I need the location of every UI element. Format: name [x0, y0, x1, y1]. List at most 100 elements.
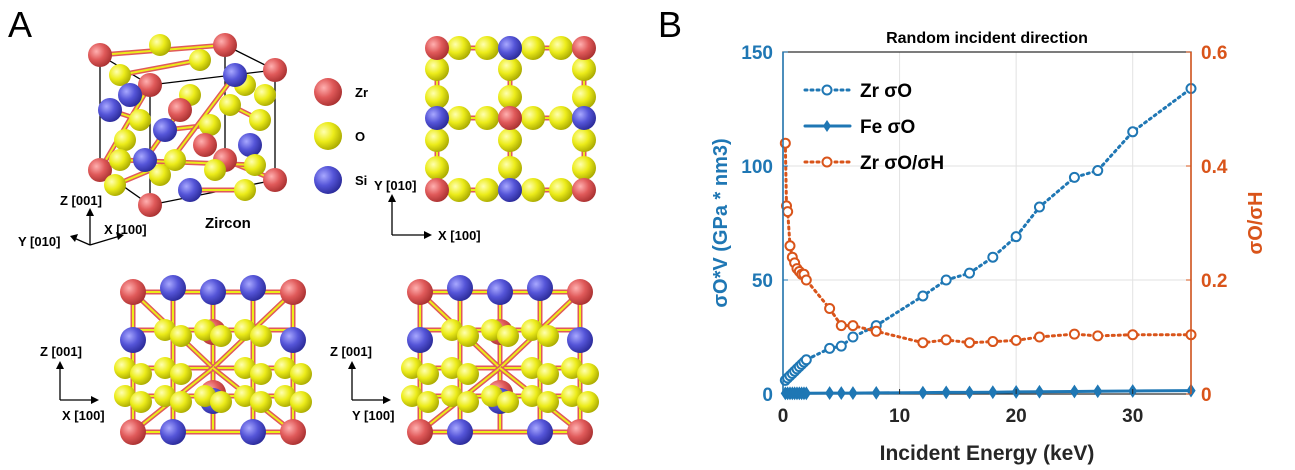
- atom-legend: Zr O Si: [314, 78, 368, 194]
- data-point: [1128, 384, 1138, 398]
- atom-o: [250, 325, 272, 347]
- atom-o: [549, 106, 573, 130]
- atom-zr: [425, 178, 449, 202]
- data-point: [800, 354, 812, 366]
- data-point: [847, 320, 859, 332]
- atom-o: [149, 34, 171, 56]
- atom-o: [498, 57, 522, 81]
- data-point: [1092, 165, 1104, 177]
- atom-zr: [407, 279, 433, 305]
- data-point: [782, 206, 794, 218]
- atom-o: [130, 391, 152, 413]
- atom-o: [425, 128, 449, 152]
- data-point: [784, 240, 796, 252]
- atom-o: [204, 159, 226, 181]
- y-left-tick-label: 50: [752, 271, 773, 292]
- atom-o: [170, 325, 192, 347]
- atom-o: [521, 36, 545, 60]
- data-point: [1069, 384, 1080, 399]
- axis-label-y010-top: Y [010]: [374, 178, 416, 193]
- data-point: [870, 325, 882, 337]
- atom-o: [475, 36, 499, 60]
- legend-label: Zr σO: [860, 81, 912, 102]
- x-tick-label: 20: [1006, 406, 1027, 427]
- atom-o: [210, 391, 232, 413]
- data-point: [835, 320, 847, 332]
- y-axis-left-label: σO*V (GPa * nm3): [710, 138, 732, 307]
- data-point: [798, 356, 810, 368]
- data-point: [782, 372, 794, 384]
- atom-si: [447, 275, 473, 301]
- atom-si: [240, 419, 266, 445]
- atom-o: [498, 128, 522, 152]
- atom-o: [219, 94, 241, 116]
- atom-o: [572, 57, 596, 81]
- atom-zr: [120, 419, 146, 445]
- atom-zr: [263, 58, 287, 82]
- atom-si: [572, 106, 596, 130]
- data-point: [783, 386, 793, 401]
- atom-zr: [138, 73, 162, 97]
- y-right-tick-label: 0.6: [1201, 43, 1227, 64]
- atom-o: [537, 363, 559, 385]
- panel-b-letter: B: [658, 4, 683, 45]
- atom-o: [290, 391, 312, 413]
- axis-label-z001: Z [001]: [60, 193, 102, 208]
- axes-triad-view3: [56, 361, 99, 404]
- atom-o: [109, 64, 131, 86]
- atom-o: [577, 363, 599, 385]
- data-point: [1127, 126, 1139, 138]
- x-tick-label: 30: [1122, 406, 1143, 427]
- data-point: [918, 385, 928, 400]
- data-point: [796, 268, 808, 280]
- legend-label: Zr σO/σH: [860, 153, 944, 174]
- data-point: [1034, 384, 1045, 399]
- data-point: [787, 386, 797, 401]
- atom-zr: [168, 98, 192, 122]
- atom-si: [407, 327, 433, 353]
- data-point: [1011, 385, 1021, 399]
- y-left-tick-label: 0: [762, 385, 773, 406]
- y-right-tick-label: 0.2: [1201, 271, 1227, 292]
- atom-o: [129, 109, 151, 131]
- data-point: [1010, 334, 1022, 346]
- data-point: [940, 274, 952, 286]
- atom-si: [120, 327, 146, 353]
- atom-si: [425, 106, 449, 130]
- atom-o: [250, 391, 272, 413]
- atom-zr: [280, 279, 306, 305]
- atom-zr: [567, 419, 593, 445]
- atom-o: [250, 363, 272, 385]
- atom-o: [425, 85, 449, 109]
- data-point: [825, 386, 835, 400]
- data-point: [1010, 231, 1022, 243]
- data-point: [987, 336, 999, 348]
- data-point: [917, 337, 929, 349]
- atom-zr: [120, 279, 146, 305]
- atom-si: [160, 419, 186, 445]
- atom-zr: [263, 168, 287, 192]
- crystal-front-view-x: [114, 275, 312, 445]
- legend-marker: [821, 156, 833, 168]
- data-point: [917, 290, 929, 302]
- data-point: [791, 263, 803, 275]
- data-point: [789, 365, 801, 377]
- series-zr-ratio: [779, 137, 1197, 349]
- atom-si: [223, 63, 247, 87]
- atom-zr: [88, 43, 112, 67]
- atom-o: [521, 106, 545, 130]
- atom-o: [425, 156, 449, 180]
- crystal-top-view: [425, 36, 596, 202]
- data-point: [784, 370, 796, 382]
- y-left-tick-label: 150: [741, 43, 773, 64]
- atom-o: [104, 174, 126, 196]
- atom-o: [498, 156, 522, 180]
- series-line: [783, 87, 1193, 382]
- axis-label-z001-front: Z [001]: [40, 344, 82, 359]
- data-point: [793, 361, 805, 373]
- atom-o: [497, 325, 519, 347]
- svg-text:Zircon: Zircon: [205, 215, 251, 232]
- data-point: [1092, 330, 1104, 342]
- data-point: [1068, 171, 1080, 183]
- atom-si: [567, 327, 593, 353]
